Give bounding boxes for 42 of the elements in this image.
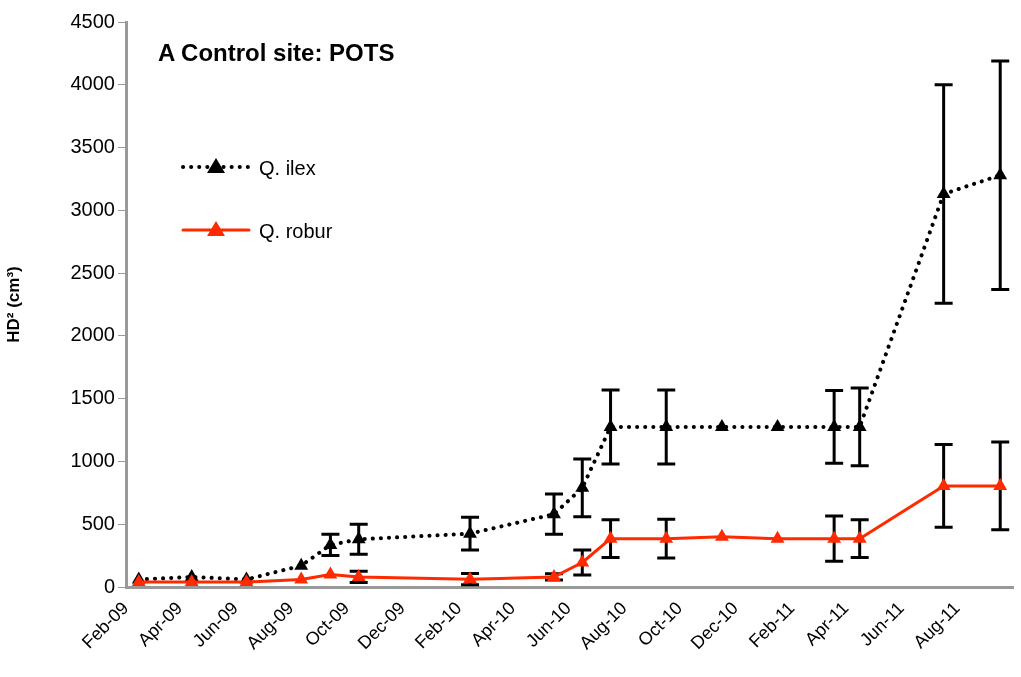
y-tick-label: 2000: [70, 323, 115, 346]
y-tick-label: 500: [81, 511, 115, 534]
point: [547, 506, 561, 519]
y-axis-title: HD² (cm³): [3, 266, 23, 343]
point: [323, 536, 338, 549]
point: [294, 557, 309, 570]
point: [714, 418, 729, 431]
point: [351, 568, 366, 581]
point: [351, 531, 366, 544]
point: [936, 186, 951, 199]
legend-label: Q. robur: [259, 219, 333, 242]
point: [993, 167, 1008, 180]
point: [852, 418, 867, 431]
y-tick-label: 1000: [70, 448, 115, 471]
point: [603, 530, 618, 543]
point: [463, 525, 477, 538]
point: [852, 530, 867, 543]
y-tick-label: 1500: [70, 386, 115, 409]
point: [575, 479, 590, 492]
point: [463, 571, 477, 584]
point: [323, 566, 338, 579]
point: [659, 530, 674, 543]
y-tick-label: 3500: [70, 135, 115, 158]
point: [770, 418, 785, 431]
text: A Control site: POTS: [158, 38, 395, 66]
point: [294, 571, 309, 584]
point: [827, 418, 842, 431]
point: [184, 573, 199, 586]
y-tick-label: 2500: [70, 260, 115, 283]
y-tick-label: 3000: [70, 197, 115, 220]
legend-label: Q. ilex: [259, 156, 316, 179]
y-tick-label: 4500: [70, 9, 115, 32]
point: [547, 568, 561, 581]
y-tick-label: 4000: [70, 72, 115, 95]
point: [936, 477, 951, 490]
point: [827, 530, 842, 543]
y-tick-label: 0: [103, 574, 115, 597]
point: [770, 530, 785, 543]
point: [575, 554, 590, 567]
point: [993, 477, 1008, 490]
point: [659, 418, 674, 431]
point: [714, 528, 729, 541]
